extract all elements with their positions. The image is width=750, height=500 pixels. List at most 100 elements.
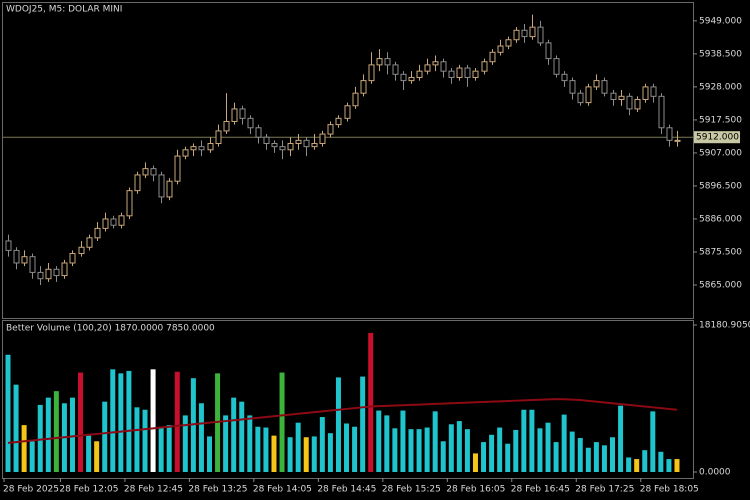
x-tick-label: 28 Feb 2025: [3, 485, 59, 495]
volume-bar: [69, 397, 75, 472]
volume-bar: [207, 436, 212, 472]
volume-bar: [481, 442, 487, 472]
last-price-label: 5912.000: [696, 133, 739, 143]
candle-body: [223, 120, 230, 132]
volume-bar: [464, 429, 470, 472]
candle-body: [569, 80, 576, 94]
candle-body: [666, 127, 673, 141]
candle-body: [118, 215, 125, 226]
candle-body: [158, 174, 165, 198]
volume-bar: [416, 429, 422, 472]
volume-bar: [561, 414, 567, 472]
x-tick-label: 28 Feb 13:25: [188, 485, 247, 495]
volume-bar: [344, 423, 350, 472]
volume-bar: [311, 436, 317, 472]
candle-body: [61, 262, 68, 277]
volume-bar: [29, 441, 35, 472]
volume-bar: [166, 425, 172, 472]
volume-bar: [94, 441, 100, 472]
candle-body: [489, 51, 496, 63]
volume-bar: [618, 405, 624, 472]
candle-body: [481, 61, 488, 72]
candle-body: [521, 29, 528, 38]
volume-bar: [432, 411, 438, 472]
volume-bar: [610, 437, 615, 472]
volume-bar: [134, 407, 140, 472]
x-tick-label: 28 Feb 16:05: [446, 485, 505, 495]
volume-bar: [102, 401, 108, 472]
candle-body: [198, 146, 205, 151]
candle-body: [319, 133, 326, 144]
volume-bar: [585, 447, 591, 472]
volume-bar: [626, 457, 632, 472]
candle-body: [190, 146, 197, 151]
candle-body: [464, 67, 471, 78]
volume-bar: [174, 371, 180, 472]
candle-body: [287, 142, 294, 151]
volume-bar: [384, 415, 390, 472]
candle-body: [585, 86, 592, 104]
x-tick-label: 28 Feb 14:45: [317, 485, 376, 495]
candle-body: [295, 139, 302, 144]
volume-bar: [223, 415, 229, 472]
volume-bar: [150, 369, 156, 472]
y-tick-label: 5865.000: [699, 280, 742, 290]
candle-body: [505, 39, 512, 47]
candle-body: [553, 58, 560, 75]
candle-body: [360, 80, 367, 94]
volume-bar: [126, 370, 132, 472]
volume-bar: [279, 372, 285, 472]
volume-bar: [142, 409, 148, 472]
candle-body: [577, 92, 584, 104]
volume-bar: [352, 426, 358, 472]
candle-body: [618, 95, 625, 100]
candle-body: [658, 95, 665, 129]
y-tick-label: 18180.9050: [699, 321, 750, 331]
x-tick-label: 28 Feb 17:25: [575, 485, 634, 495]
volume-bar: [666, 459, 672, 472]
volume-bar: [456, 421, 462, 472]
candle-body: [537, 26, 544, 44]
last-price-box: [694, 131, 740, 144]
candle-body: [311, 142, 318, 148]
volume-bar: [53, 391, 59, 472]
y-tick-label: 5928.000: [699, 82, 742, 92]
candle-body: [263, 136, 270, 144]
candle-body: [529, 26, 536, 38]
volume-bar: [553, 442, 559, 472]
candle-body: [45, 268, 52, 280]
volume-bar: [182, 415, 188, 472]
volume-bar: [239, 401, 245, 472]
x-tick-label: 28 Feb 15:25: [382, 485, 441, 495]
y-tick-label: 5907.000: [699, 148, 742, 158]
volume-bar: [513, 429, 519, 472]
volume-bar: [37, 404, 43, 472]
candle-body: [182, 149, 189, 157]
candle-body: [650, 86, 657, 97]
candle-body: [110, 218, 117, 226]
candle-body: [424, 64, 431, 72]
candle-body: [13, 249, 20, 264]
volume-bar: [255, 426, 261, 472]
candle-body: [513, 29, 520, 41]
candle-body: [279, 146, 286, 151]
chart-title: WDOJ25, M5: DOLAR MINI: [6, 5, 122, 15]
candle-body: [626, 95, 633, 110]
volume-bar: [118, 373, 124, 472]
candle-body: [166, 180, 173, 198]
volume-bar: [327, 433, 333, 472]
candle-body: [53, 268, 60, 277]
candle-body: [448, 70, 455, 78]
volume-bar: [634, 459, 640, 472]
volume-bar: [601, 445, 607, 472]
volume-bar: [650, 411, 656, 472]
volume-bar: [505, 443, 511, 472]
volume-bar: [45, 397, 51, 472]
candle-body: [456, 67, 463, 78]
volume-bar: [545, 422, 551, 472]
candle-body: [472, 70, 479, 78]
candle-body: [5, 240, 12, 251]
candle-body: [408, 76, 415, 82]
y-tick-label: 5949.000: [699, 16, 742, 26]
candle-body: [142, 168, 149, 176]
